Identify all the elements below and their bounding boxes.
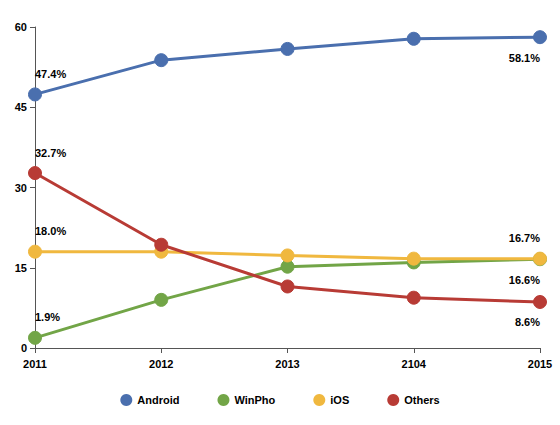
svg-text:58.1%: 58.1% [509, 52, 540, 64]
svg-text:45: 45 [15, 101, 27, 113]
svg-text:1.9%: 1.9% [35, 311, 60, 323]
svg-text:8.6%: 8.6% [515, 316, 540, 328]
svg-text:16.7%: 16.7% [509, 232, 540, 244]
svg-text:0: 0 [21, 342, 27, 354]
svg-text:60: 60 [15, 21, 27, 33]
svg-text:30: 30 [15, 182, 27, 194]
svg-text:16.6%: 16.6% [509, 274, 540, 286]
svg-text:Android: Android [137, 394, 179, 406]
svg-text:2013: 2013 [275, 358, 299, 370]
svg-text:2012: 2012 [149, 358, 173, 370]
svg-text:Others: Others [404, 394, 439, 406]
svg-text:47.4%: 47.4% [35, 68, 66, 80]
svg-text:18.0%: 18.0% [35, 225, 66, 237]
svg-text:iOS: iOS [330, 394, 349, 406]
svg-text:2015: 2015 [528, 358, 552, 370]
svg-text:15: 15 [15, 262, 27, 274]
svg-text:2104: 2104 [402, 358, 427, 370]
svg-text:32.7%: 32.7% [35, 147, 66, 159]
svg-text:2011: 2011 [23, 358, 47, 370]
svg-text:WinPho: WinPho [234, 394, 275, 406]
